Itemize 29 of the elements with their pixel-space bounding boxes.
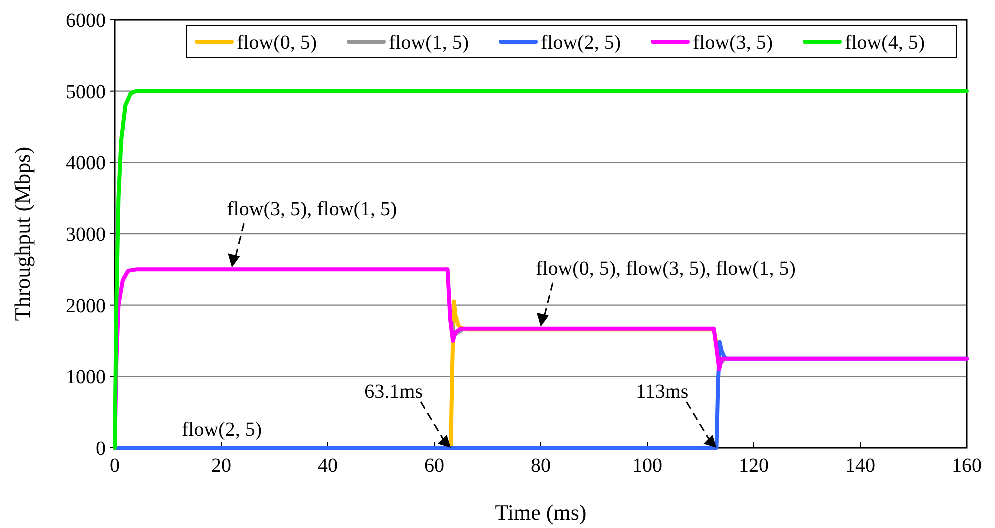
x-tick-label: 0	[110, 455, 120, 477]
annotation: 113ms	[636, 381, 689, 403]
legend-label: flow(3, 5)	[693, 32, 773, 54]
y-tick-label: 2000	[66, 295, 106, 318]
x-tick-label: 120	[739, 455, 769, 477]
annotation: flow(2, 5)	[182, 419, 262, 441]
x-tick-label: 80	[531, 455, 551, 477]
annotation: 63.1ms	[364, 381, 424, 403]
x-tick-label: 60	[424, 455, 444, 477]
legend-label: flow(4, 5)	[845, 32, 925, 54]
x-tick-label: 40	[318, 455, 338, 477]
y-tick-label: 3000	[66, 224, 106, 246]
x-axis-title: Time (ms)	[495, 500, 587, 525]
annotation: flow(0, 5), flow(3, 5), flow(1, 5)	[536, 258, 796, 280]
legend-label: flow(1, 5)	[389, 32, 469, 54]
y-tick-label: 1000	[66, 366, 106, 389]
legend-label: flow(2, 5)	[541, 32, 621, 54]
y-tick-label: 4000	[66, 152, 106, 175]
x-tick-label: 100	[632, 455, 662, 477]
annotation: flow(3, 5), flow(1, 5)	[227, 198, 398, 221]
line-series	[113, 89, 969, 450]
y-tick-label: 0	[96, 438, 106, 460]
y-tick-label: 5000	[66, 81, 106, 104]
y-tick-label: 6000	[66, 10, 106, 32]
x-tick-label: 140	[846, 455, 876, 477]
legend-label: flow(0, 5)	[237, 32, 317, 54]
x-tick-label: 160	[952, 455, 982, 477]
y-axis-title: Throughput (Mbps)	[10, 146, 35, 322]
x-tick-label: 20	[212, 455, 232, 477]
